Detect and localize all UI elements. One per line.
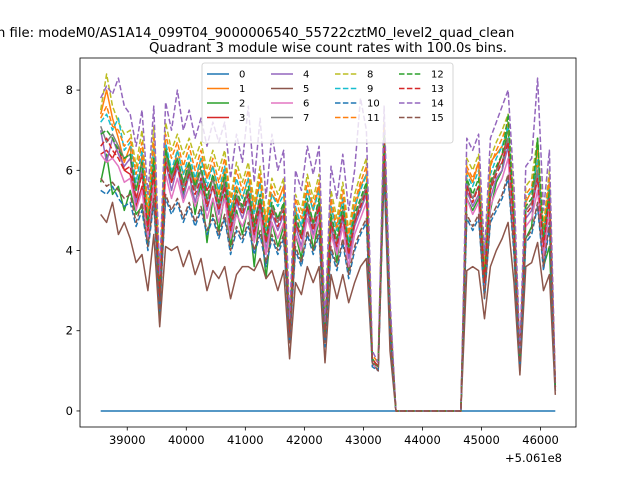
axes-frame bbox=[79, 57, 577, 428]
legend-label-6: 6 bbox=[303, 99, 309, 110]
x-offset-label: +5.061e8 bbox=[505, 451, 562, 465]
y-axis: 0 2 4 6 8 bbox=[66, 83, 80, 418]
x-tick-label: 46000 bbox=[522, 433, 559, 447]
chart-title: Quadrant 3 module wise count rates with … bbox=[149, 41, 507, 56]
x-tick-label: 41000 bbox=[227, 433, 264, 447]
legend-label-14: 14 bbox=[431, 99, 444, 110]
legend-box bbox=[201, 62, 454, 144]
y-tick-label: 6 bbox=[66, 163, 73, 177]
y-tick-label: 0 bbox=[66, 404, 73, 418]
series-line-5 bbox=[100, 169, 557, 412]
legend-label-12: 12 bbox=[431, 70, 444, 81]
series-line-14 bbox=[100, 77, 557, 412]
legend-label-2: 2 bbox=[239, 99, 245, 110]
legend-label-4: 4 bbox=[303, 70, 309, 81]
series-line-13 bbox=[100, 137, 557, 412]
legend-label-7: 7 bbox=[303, 113, 309, 124]
plot-area: 39000 40000 41000 42000 43000 44000 45000 46000… bbox=[66, 57, 577, 465]
legend-label-3: 3 bbox=[239, 113, 245, 124]
series-line-10 bbox=[100, 169, 557, 412]
legend-label-1: 1 bbox=[239, 84, 245, 95]
legend-label-9: 9 bbox=[367, 84, 373, 95]
series-group bbox=[99, 73, 557, 412]
series-line-15 bbox=[100, 165, 557, 412]
legend-label-15: 15 bbox=[431, 113, 444, 124]
legend-label-11: 11 bbox=[367, 113, 380, 124]
x-tick-label: 44000 bbox=[404, 433, 441, 447]
legend-label-0: 0 bbox=[239, 70, 245, 81]
x-tick-label: 40000 bbox=[168, 433, 205, 447]
y-tick-label: 8 bbox=[66, 83, 73, 97]
x-axis: 39000 40000 41000 42000 43000 44000 45000 46000 bbox=[109, 427, 559, 447]
legend-label-10: 10 bbox=[367, 99, 380, 110]
y-tick-label: 2 bbox=[66, 324, 73, 338]
x-tick-label: 45000 bbox=[463, 433, 500, 447]
legend-label-13: 13 bbox=[431, 84, 444, 95]
x-tick-label: 43000 bbox=[345, 433, 382, 447]
legend-label-5: 5 bbox=[303, 84, 309, 95]
y-tick-label: 4 bbox=[66, 244, 73, 258]
figure-suptitle: n file: modeM0/AS1A14_099T04_9000006540_… bbox=[0, 26, 514, 41]
x-tick-label: 39000 bbox=[109, 433, 146, 447]
legend-label-8: 8 bbox=[367, 70, 373, 81]
x-tick-label: 42000 bbox=[286, 433, 323, 447]
